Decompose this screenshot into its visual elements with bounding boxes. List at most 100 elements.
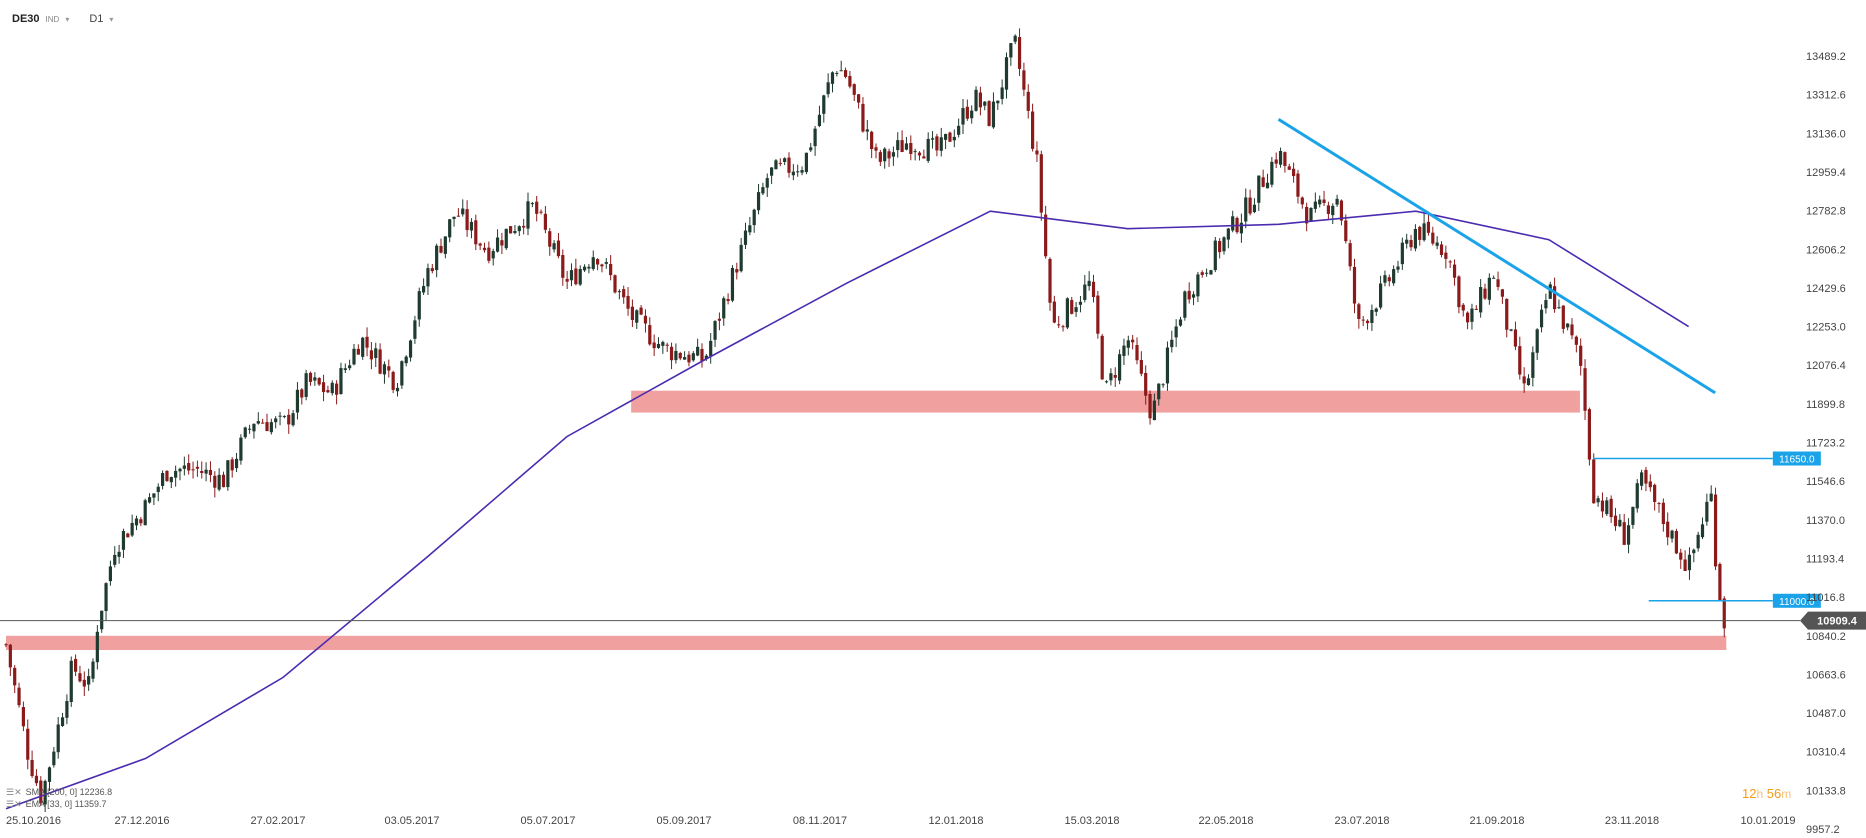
candle-bear[interactable] (478, 243, 482, 246)
candle-bear[interactable] (1135, 344, 1139, 361)
candle-bull[interactable] (56, 724, 60, 753)
candle-bear[interactable] (191, 469, 195, 471)
candle-bear[interactable] (1474, 308, 1478, 310)
candle-bull[interactable] (1270, 161, 1274, 185)
candle-bull[interactable] (1239, 222, 1243, 234)
candle-bear[interactable] (1287, 166, 1291, 170)
candle-bull[interactable] (43, 781, 47, 805)
candle-bull[interactable] (1557, 307, 1561, 309)
candle-bull[interactable] (748, 225, 752, 233)
candle-bull[interactable] (1392, 269, 1396, 284)
candle-bull[interactable] (134, 518, 139, 526)
candle-bear[interactable] (561, 255, 565, 278)
candle-bear[interactable] (1113, 374, 1117, 378)
candle-bear[interactable] (543, 213, 547, 230)
price-level-tag[interactable] (1772, 451, 1821, 466)
candle-bull[interactable] (913, 151, 917, 153)
candle-bear[interactable] (1513, 329, 1518, 347)
candle-bear[interactable] (1718, 564, 1722, 600)
candle-bear[interactable] (1026, 91, 1030, 111)
candle-bull[interactable] (957, 125, 961, 135)
candle-bear[interactable] (1587, 409, 1591, 460)
candle-bull[interactable] (343, 368, 347, 370)
symbol-label[interactable]: DE30 (12, 13, 40, 25)
candle-bull[interactable] (60, 717, 65, 726)
candle-bear[interactable] (165, 470, 169, 482)
candle-bear[interactable] (1292, 168, 1296, 177)
candle-bear[interactable] (82, 679, 86, 687)
candle-bull[interactable] (100, 610, 104, 630)
candle-bull[interactable] (569, 270, 574, 281)
candle-bear[interactable] (1579, 345, 1583, 366)
candle-bull[interactable] (617, 291, 621, 293)
candle-bull[interactable] (417, 291, 421, 320)
sma-200-line[interactable] (5, 210, 1690, 810)
candle-bear[interactable] (1505, 298, 1509, 330)
price-level-tag[interactable] (1772, 593, 1821, 608)
candle-bear[interactable] (487, 247, 491, 261)
candle-bear[interactable] (857, 94, 861, 103)
candle-bear[interactable] (1052, 301, 1056, 323)
candle-bear[interactable] (1722, 598, 1726, 629)
candle-bull[interactable] (113, 554, 117, 565)
candle-bull[interactable] (217, 474, 221, 490)
candle-bull[interactable] (422, 286, 426, 293)
candle-bull[interactable] (291, 413, 295, 426)
candle-bear[interactable] (39, 780, 43, 804)
candle-bear[interactable] (378, 349, 382, 374)
timeframe-label[interactable]: D1 (89, 13, 104, 25)
candle-bear[interactable] (1361, 319, 1365, 321)
candle-bear[interactable] (1131, 339, 1135, 343)
candle-bear[interactable] (13, 667, 17, 686)
candle-bear[interactable] (365, 336, 369, 348)
candle-bear[interactable] (1017, 37, 1022, 69)
candle-bull[interactable] (809, 147, 813, 151)
candle-bull[interactable] (635, 310, 639, 323)
candle-bull[interactable] (996, 100, 1000, 104)
candle-bear[interactable] (139, 519, 143, 524)
candle-bear[interactable] (200, 471, 204, 473)
candle-bull[interactable] (1252, 204, 1257, 213)
candle-bear[interactable] (1674, 531, 1678, 554)
candle-bull[interactable] (1209, 270, 1213, 275)
candle-bear[interactable] (1431, 232, 1435, 244)
candle-bull[interactable] (143, 500, 147, 526)
candle-bull[interactable] (1526, 378, 1531, 386)
candle-bull[interactable] (278, 415, 282, 417)
candle-bear[interactable] (861, 103, 865, 132)
candle-bull[interactable] (65, 701, 69, 718)
candle-bull[interactable] (469, 221, 474, 231)
candle-bull[interactable] (1618, 519, 1622, 527)
candle-bear[interactable] (1496, 279, 1500, 287)
candle-bear[interactable] (1457, 276, 1461, 308)
candle-bull[interactable] (783, 158, 787, 162)
candle-bull[interactable] (348, 365, 352, 369)
candle-bear[interactable] (1461, 304, 1465, 311)
candle-bear[interactable] (1483, 288, 1487, 299)
candle-bear[interactable] (74, 658, 78, 672)
candle-bull[interactable] (443, 236, 447, 254)
candle-bull[interactable] (1405, 239, 1409, 244)
candle-bull[interactable] (974, 89, 978, 111)
candle-bull[interactable] (182, 465, 186, 469)
candle-bull[interactable] (1161, 384, 1165, 386)
candle-bear[interactable] (539, 211, 543, 213)
candle-bear[interactable] (1439, 244, 1444, 255)
candle-bull[interactable] (696, 346, 700, 356)
candle-bull[interactable] (926, 138, 930, 161)
candle-bull[interactable] (1509, 329, 1513, 331)
candle-bull[interactable] (1013, 35, 1017, 42)
candle-bear[interactable] (1661, 502, 1665, 525)
candle-bear[interactable] (78, 673, 82, 682)
candle-bull[interactable] (352, 348, 356, 365)
candle-bull[interactable] (822, 95, 826, 114)
candle-bull[interactable] (226, 460, 230, 488)
candle-bear[interactable] (1357, 304, 1361, 319)
candle-bull[interactable] (1196, 274, 1200, 297)
candle-bear[interactable] (1600, 500, 1605, 512)
candle-bull[interactable] (95, 631, 99, 663)
candle-bear[interactable] (678, 352, 682, 359)
candle-bull[interactable] (1170, 339, 1174, 348)
candle-bull[interactable] (983, 101, 987, 106)
